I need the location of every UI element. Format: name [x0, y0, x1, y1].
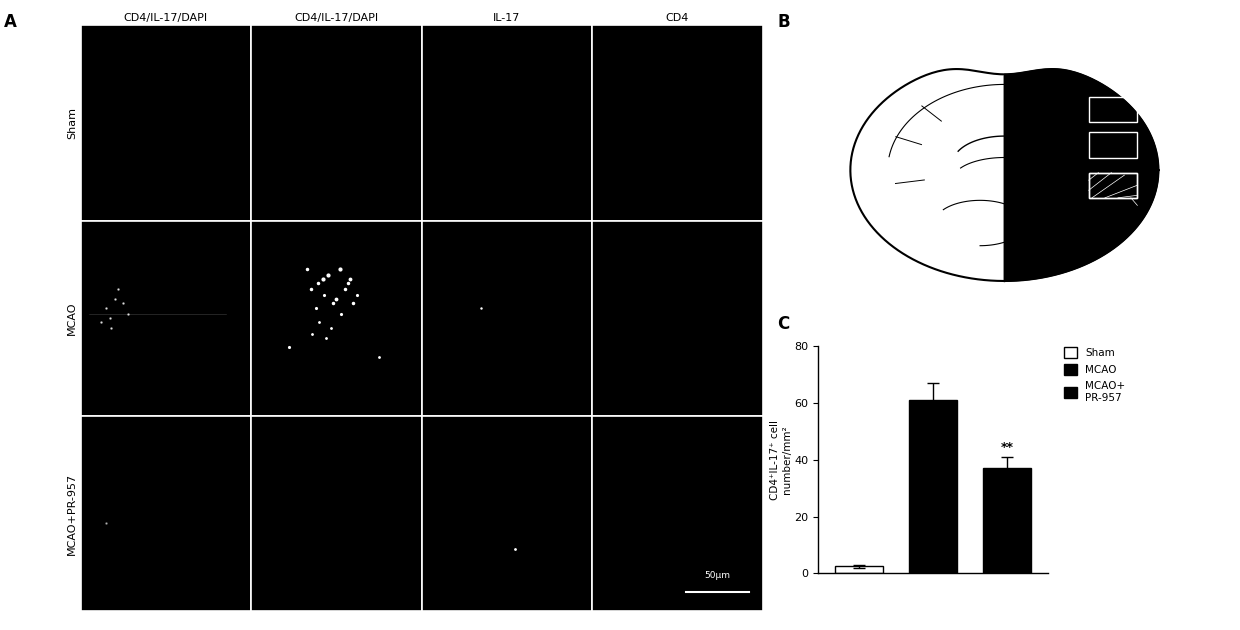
- Text: A: A: [4, 13, 16, 31]
- Legend: Sham, MCAO, MCAO+
PR-957: Sham, MCAO, MCAO+ PR-957: [1064, 347, 1126, 403]
- Text: MCAO: MCAO: [67, 301, 77, 335]
- Text: CD4: CD4: [666, 13, 689, 23]
- Bar: [983, 469, 1032, 573]
- Text: CD4/IL-17/DAPI: CD4/IL-17/DAPI: [124, 13, 208, 23]
- Text: CD4/IL-17/DAPI: CD4/IL-17/DAPI: [294, 13, 378, 23]
- Bar: [1089, 173, 1137, 198]
- Bar: [1089, 173, 1137, 198]
- Bar: [1089, 132, 1137, 158]
- Bar: [909, 401, 957, 573]
- Text: MCAO+PR-957: MCAO+PR-957: [67, 472, 77, 554]
- Text: Sham: Sham: [67, 107, 77, 139]
- Text: C: C: [777, 315, 790, 333]
- Polygon shape: [1004, 69, 1158, 281]
- Bar: [835, 566, 883, 573]
- Bar: [1089, 97, 1137, 122]
- Y-axis label: CD4⁺IL-17⁺ cell
number/mm²: CD4⁺IL-17⁺ cell number/mm²: [770, 420, 792, 500]
- Text: B: B: [777, 13, 790, 31]
- Text: IL-17: IL-17: [494, 13, 521, 23]
- Text: 50μm: 50μm: [704, 571, 730, 580]
- Text: **: **: [1001, 441, 1013, 454]
